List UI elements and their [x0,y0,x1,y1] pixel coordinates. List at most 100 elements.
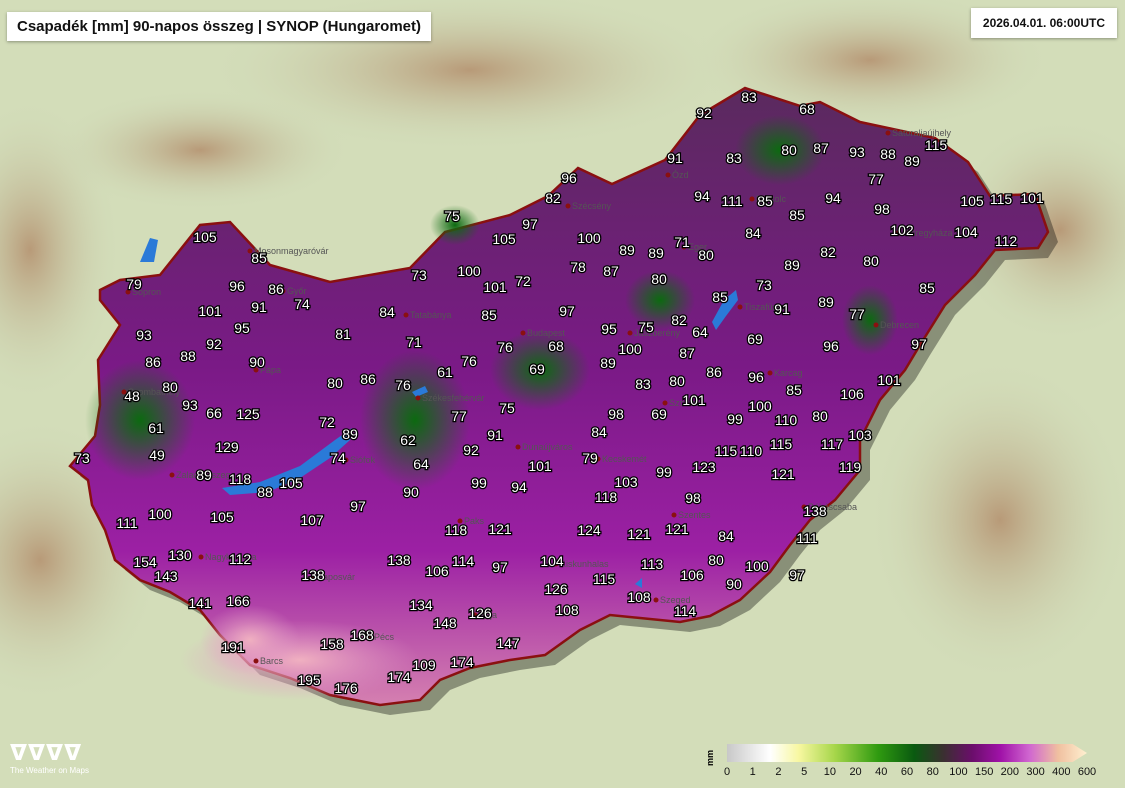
city-dot [367,634,373,640]
station-value: 71 [406,334,422,350]
station-value: 158 [320,636,344,652]
station-value: 141 [188,595,212,611]
station-value: 96 [229,278,245,294]
map-title: Csapadék [mm] 90-napos összeg | SYNOP (H… [7,12,432,41]
station-value: 80 [162,379,178,395]
city-label: Mosonmagyaróvár [254,246,329,256]
station-value: 94 [511,479,527,495]
city-label: Sopron [132,287,161,297]
city-dot [247,248,253,254]
station-value: 87 [813,140,829,156]
station-value: 103 [614,474,638,490]
station-value: 66 [206,405,222,421]
station-value: 118 [595,489,618,505]
station-value: 112 [995,233,1018,249]
lakes [140,238,738,588]
station-value: 106 [840,386,864,402]
station-value: 88 [180,348,196,364]
precip-contours [85,115,898,700]
city-marker: Nyíregyháza [895,228,953,238]
city-label: Tiszafüred [744,302,786,312]
city-label: Debrecen [880,320,919,330]
station-value: 115 [593,571,616,587]
station-value: 103 [848,427,872,443]
station-value: 92 [696,105,712,121]
city-marker: Miskolc [749,194,787,204]
station-value: 105 [210,509,234,525]
city-label: Barcs [260,656,284,666]
station-value: 61 [148,420,164,436]
station-value: 96 [823,338,839,354]
station-value: 96 [748,369,764,385]
legend-tick-label: 1 [749,766,756,778]
city-marker: Győr [280,286,307,296]
station-value: 86 [360,371,376,387]
station-value: 91 [667,150,683,166]
city-label: Kaposvár [317,572,355,582]
city-marker: Karcag [767,368,803,378]
city-marker: Nagykanizsa [198,552,257,562]
station-value: 98 [685,490,701,506]
city-marker: Szombathely [121,387,181,397]
station-value: 91 [251,299,267,315]
station-value: 91 [487,427,503,443]
station-value: 115 [925,137,948,153]
station-value: 89 [784,257,800,273]
station-value: 118 [229,471,252,487]
legend-ticks: 0 1 2 5 10 20 40 60 80 100 150 200 300 400 600 [723,766,1097,780]
station-value: 174 [450,654,474,670]
station-value: 82 [545,190,561,206]
station-value: 82 [671,312,687,328]
station-value: 112 [229,551,252,567]
station-value: 147 [496,635,520,651]
logo[interactable]: ᐁᐁᐁᐁ The Weather on Maps [10,742,89,776]
station-value: 121 [665,521,689,537]
station-value: 114 [674,603,697,619]
station-value: 75 [499,400,515,416]
city-dot [515,444,521,450]
city-label: Jászberény [634,328,681,338]
city-label: Karcag [774,368,803,378]
station-value: 121 [771,466,795,482]
city-label: Szécsény [572,201,612,211]
station-value: 102 [890,222,914,238]
station-value: 168 [350,627,374,643]
legend-tick-label: 10 [823,766,836,778]
station-value: 90 [726,576,742,592]
station-value: 143 [154,568,178,584]
station-value: 76 [395,377,411,393]
station-value: 77 [849,306,865,322]
station-value: 119 [839,459,862,475]
station-value: 89 [904,153,920,169]
station-value: 93 [182,397,198,413]
station-value: 80 [863,253,879,269]
station-value: 48 [124,388,140,404]
city-dot [415,395,421,401]
legend-tick-label: 0 [723,766,731,778]
station-value: 121 [488,521,512,537]
station-value: 114 [452,553,475,569]
city-dot [653,597,659,603]
city-marker: Kiskunhalas [553,559,609,569]
city-marker: Tiszafüred [737,302,786,312]
station-value: 84 [379,304,395,320]
station-value: 91 [774,301,790,317]
station-value: 94 [825,190,841,206]
station-value: 64 [692,324,708,340]
legend-tick-label: 20 [849,766,862,778]
city-dot [403,312,409,318]
city-marker: Debrecen [873,320,919,330]
station-value: 110 [740,443,763,459]
station-value: 80 [327,375,343,391]
station-value: 100 [618,341,642,357]
station-value: 89 [619,242,635,258]
city-marker: Székesfehérvár [415,393,485,403]
city-label: Eger [688,242,707,252]
station-value: 69 [529,361,545,377]
station-value: 97 [911,336,927,352]
station-value: 68 [548,338,564,354]
city-label: Baja [479,610,497,620]
station-value: 138 [301,567,325,583]
station-value: 80 [812,408,828,424]
city-label: Pécs [374,632,395,642]
